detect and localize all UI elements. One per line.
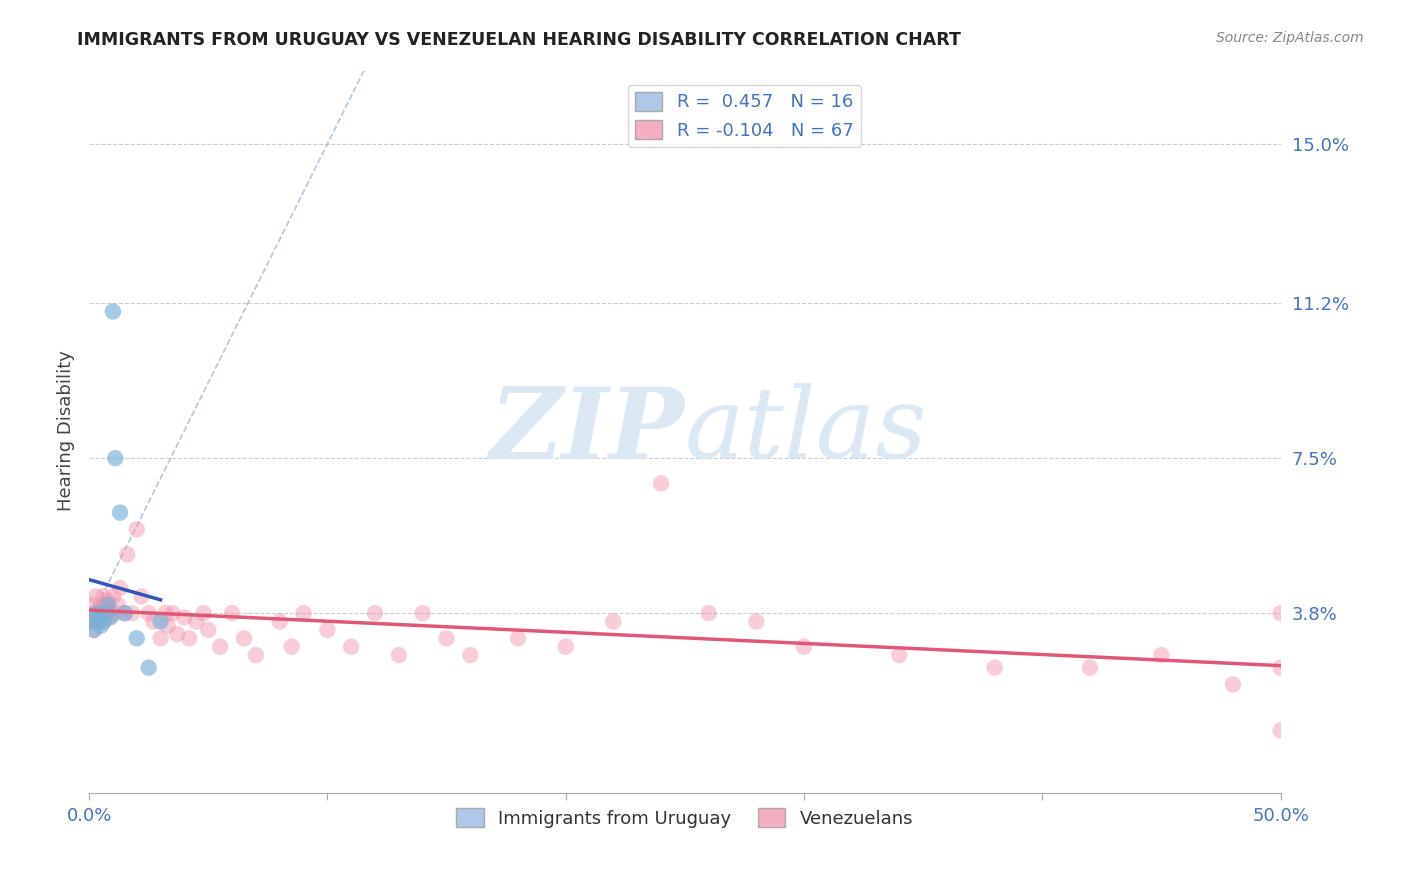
Point xyxy=(80,615,103,629)
Point xyxy=(793,640,815,654)
Point xyxy=(155,606,177,620)
Point xyxy=(889,648,911,662)
Point xyxy=(340,640,363,654)
Point xyxy=(90,598,112,612)
Point xyxy=(108,506,131,520)
Point xyxy=(94,606,117,620)
Point xyxy=(156,619,179,633)
Text: IMMIGRANTS FROM URUGUAY VS VENEZUELAN HEARING DISABILITY CORRELATION CHART: IMMIGRANTS FROM URUGUAY VS VENEZUELAN HE… xyxy=(77,31,962,49)
Point xyxy=(364,606,387,620)
Point xyxy=(269,615,291,629)
Point xyxy=(460,648,482,662)
Point xyxy=(121,606,143,620)
Point xyxy=(173,610,195,624)
Point xyxy=(100,606,122,620)
Point xyxy=(87,615,110,629)
Point xyxy=(90,619,112,633)
Point xyxy=(138,606,160,620)
Point xyxy=(602,615,624,629)
Point xyxy=(84,606,107,620)
Point xyxy=(90,606,112,620)
Point xyxy=(179,632,201,646)
Point xyxy=(114,606,136,620)
Point xyxy=(221,606,243,620)
Point xyxy=(1078,660,1101,674)
Point xyxy=(506,632,529,646)
Point xyxy=(316,623,339,637)
Point xyxy=(233,632,256,646)
Point xyxy=(125,522,148,536)
Point xyxy=(84,590,107,604)
Point xyxy=(104,451,127,466)
Text: ZIP: ZIP xyxy=(489,383,685,479)
Point xyxy=(115,548,138,562)
Point xyxy=(114,606,136,620)
Point xyxy=(412,606,434,620)
Point xyxy=(104,606,127,620)
Point xyxy=(97,593,120,607)
Legend: Immigrants from Uruguay, Venezuelans: Immigrants from Uruguay, Venezuelans xyxy=(450,801,921,835)
Point xyxy=(107,598,129,612)
Point xyxy=(108,581,131,595)
Point xyxy=(87,610,110,624)
Point xyxy=(100,610,122,624)
Point xyxy=(554,640,576,654)
Point xyxy=(93,615,115,629)
Point xyxy=(1270,606,1292,620)
Point xyxy=(149,632,172,646)
Text: atlas: atlas xyxy=(685,384,928,479)
Point xyxy=(697,606,720,620)
Point xyxy=(93,615,115,629)
Point xyxy=(245,648,267,662)
Point xyxy=(1222,677,1244,691)
Point xyxy=(94,606,117,620)
Point xyxy=(83,606,105,620)
Point xyxy=(93,590,115,604)
Text: Source: ZipAtlas.com: Source: ZipAtlas.com xyxy=(1216,31,1364,45)
Point xyxy=(292,606,315,620)
Point xyxy=(186,615,208,629)
Point xyxy=(84,610,107,624)
Point xyxy=(166,627,188,641)
Point xyxy=(80,598,103,612)
Point xyxy=(87,606,110,620)
Point xyxy=(197,623,219,637)
Point xyxy=(94,598,117,612)
Point xyxy=(131,590,153,604)
Point xyxy=(388,648,411,662)
Point xyxy=(80,615,103,629)
Point xyxy=(142,615,165,629)
Point xyxy=(209,640,232,654)
Point xyxy=(1270,660,1292,674)
Point xyxy=(745,615,768,629)
Point xyxy=(650,476,672,491)
Point xyxy=(83,623,105,637)
Point xyxy=(1270,723,1292,738)
Point xyxy=(125,632,148,646)
Point xyxy=(101,590,124,604)
Point xyxy=(101,304,124,318)
Point xyxy=(1150,648,1173,662)
Point xyxy=(162,606,184,620)
Point xyxy=(97,610,120,624)
Y-axis label: Hearing Disability: Hearing Disability xyxy=(58,351,75,511)
Point xyxy=(193,606,215,620)
Point xyxy=(149,615,172,629)
Point xyxy=(138,660,160,674)
Point xyxy=(983,660,1005,674)
Point xyxy=(280,640,302,654)
Point xyxy=(83,623,105,637)
Point xyxy=(436,632,458,646)
Point xyxy=(97,598,120,612)
